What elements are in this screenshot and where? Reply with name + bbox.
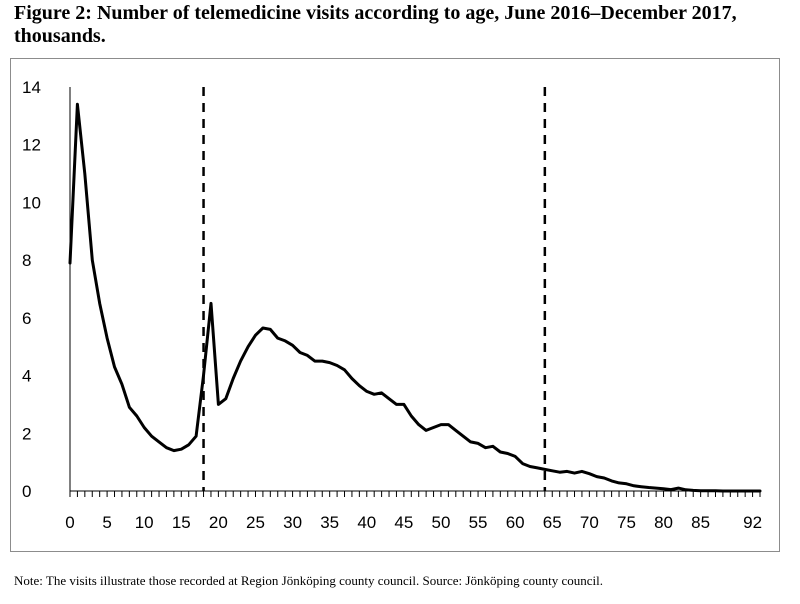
y-tick-label: 6 bbox=[22, 309, 31, 328]
x-tick-label: 15 bbox=[172, 513, 191, 532]
x-tick-label: 5 bbox=[102, 513, 111, 532]
y-tick-label: 0 bbox=[22, 482, 31, 501]
x-tick-label: 0 bbox=[65, 513, 74, 532]
reference-lines bbox=[202, 87, 547, 491]
y-tick-label: 10 bbox=[22, 193, 41, 212]
y-axis: 0 2 4 6 8 10 12 14 bbox=[22, 78, 71, 501]
x-tick-label: 20 bbox=[209, 513, 228, 532]
y-tick-label: 4 bbox=[22, 367, 31, 386]
x-tick-label: 30 bbox=[283, 513, 302, 532]
x-tick-label: 70 bbox=[580, 513, 599, 532]
y-tick-label: 12 bbox=[22, 136, 41, 155]
y-tick-label: 14 bbox=[22, 78, 41, 97]
x-axis: 0 5 10 15 20 25 30 35 40 45 50 55 60 65 70 75 80 85 92 bbox=[65, 490, 762, 532]
x-tick-label: 40 bbox=[357, 513, 376, 532]
chart-frame bbox=[10, 58, 780, 552]
series-line-0 bbox=[68, 102, 762, 493]
y-tick-label: 2 bbox=[22, 424, 31, 443]
x-tick-label: 65 bbox=[543, 513, 562, 532]
x-tick-label: 35 bbox=[320, 513, 339, 532]
x-tick-label: 45 bbox=[394, 513, 413, 532]
x-tick-label: 85 bbox=[691, 513, 710, 532]
x-tick-label: 80 bbox=[654, 513, 673, 532]
x-tick-label: 10 bbox=[135, 513, 154, 532]
x-tick-label: 92 bbox=[743, 513, 762, 532]
x-tick-label: 60 bbox=[506, 513, 525, 532]
series-layer bbox=[68, 102, 762, 493]
x-tick-label: 75 bbox=[617, 513, 636, 532]
x-tick-label: 25 bbox=[246, 513, 265, 532]
figure-note: Note: The visits illustrate those record… bbox=[14, 573, 603, 588]
x-tick-label: 50 bbox=[432, 513, 451, 532]
x-tick-label: 55 bbox=[469, 513, 488, 532]
y-tick-label: 8 bbox=[22, 251, 31, 270]
figure-title: Figure 2: Number of telemedicine visits … bbox=[14, 2, 737, 47]
